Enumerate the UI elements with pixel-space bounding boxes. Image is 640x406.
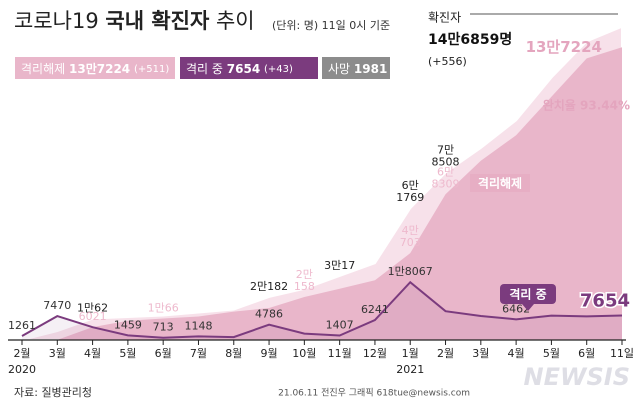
value-label: 1459 bbox=[114, 318, 142, 331]
x-tick-label: 6월 bbox=[155, 347, 172, 360]
value-label: 1만66 bbox=[148, 302, 179, 315]
summary-text: 격리해제 13만7224 (+511) bbox=[21, 61, 169, 76]
x-tick-label: 4월 bbox=[508, 347, 525, 360]
summary-text: 격리 중 7654 (+43) bbox=[186, 62, 293, 76]
x-tick-label: 5월 bbox=[119, 347, 136, 360]
confirmed-change: (+556) bbox=[428, 55, 467, 68]
value-label: 1261 bbox=[8, 319, 36, 332]
summary-change: (+43) bbox=[264, 64, 293, 75]
title-part: 코로나19 bbox=[14, 9, 99, 33]
x-tick-label: 2월 bbox=[13, 347, 30, 360]
value-label: 13만7224 bbox=[526, 38, 602, 56]
value-label: 4786 bbox=[255, 308, 283, 321]
summary-name: 사망 bbox=[328, 62, 350, 76]
released-area bbox=[22, 47, 622, 341]
value-label: 7470 bbox=[43, 299, 71, 312]
credit: 21.06.11 전진우 그래픽 618tue@newsis.com bbox=[278, 388, 470, 399]
value-label: 7654 bbox=[580, 291, 630, 312]
value-label: 6241 bbox=[361, 303, 389, 316]
summary-total: 13만7224 bbox=[69, 61, 130, 76]
value-label: 6021 bbox=[79, 310, 107, 323]
x-tick-label: 4월 bbox=[84, 347, 101, 360]
series-tag-pointer bbox=[522, 304, 534, 311]
x-tick-label: 3월 bbox=[472, 347, 489, 360]
value-label: 713 bbox=[153, 321, 174, 334]
x-tick-label: 11일 bbox=[610, 346, 634, 360]
value-label: 1148 bbox=[184, 319, 212, 332]
title-part: 국내 확진자 bbox=[105, 9, 210, 33]
x-tick-label: 2월 bbox=[437, 347, 454, 360]
summary-total: 7654 bbox=[227, 62, 260, 76]
x-tick-label: 12월 bbox=[363, 347, 387, 360]
title-part: 추이 bbox=[216, 9, 255, 33]
series-tag: 격리 중 bbox=[509, 287, 546, 302]
source: 자료: 질병관리청 bbox=[14, 386, 92, 399]
series-tag-bg bbox=[500, 284, 556, 304]
watermark: NEWSIS bbox=[524, 363, 630, 391]
isolating-line bbox=[21, 280, 623, 339]
series-tag: 격리해제 bbox=[478, 176, 522, 191]
value-label: 2만182 bbox=[250, 280, 288, 293]
x-tick-label: 3월 bbox=[49, 347, 66, 360]
summary-box bbox=[180, 57, 318, 79]
value-label: 1407 bbox=[326, 318, 354, 331]
summary-change: (+511) bbox=[134, 64, 169, 75]
value-label: 6462 bbox=[502, 302, 530, 315]
summary-box bbox=[15, 57, 175, 79]
series-tag-bg bbox=[470, 174, 530, 192]
summary-name: 격리 중 bbox=[186, 62, 223, 76]
value-label: 1만62 bbox=[77, 302, 108, 315]
x-tick-label: 8월 bbox=[225, 347, 242, 360]
value-label: 7만 8508 bbox=[432, 144, 460, 169]
chart-title: 코로나19 국내 확진자 추이 bbox=[14, 9, 255, 33]
x-tick-label: 9월 bbox=[260, 347, 277, 360]
value-label: 3만17 bbox=[324, 259, 355, 272]
value-label: 6만 8309 bbox=[432, 165, 460, 190]
x-tick-label: 7월 bbox=[190, 347, 207, 360]
subtitle: (단위: 명) 11일 0시 기준 bbox=[272, 18, 390, 32]
isolating-fill bbox=[22, 282, 622, 340]
summary-name: 격리해제 bbox=[21, 62, 65, 76]
recovery-rate: 완치율 93.44% bbox=[543, 98, 630, 113]
x-tick-label: 10월 bbox=[292, 347, 316, 360]
value-label: 2만 158 bbox=[294, 268, 315, 293]
x-tick-label: 1월 bbox=[402, 347, 419, 360]
summary-text: 사망 1981 (+2) bbox=[328, 62, 414, 76]
summary-change: (+2) bbox=[391, 64, 414, 75]
summary-box bbox=[322, 57, 390, 79]
year-label: 2020 bbox=[8, 363, 36, 376]
x-tick-label: 5월 bbox=[543, 347, 560, 360]
value-label: 1만8067 bbox=[388, 265, 433, 278]
summary-total: 1981 bbox=[354, 62, 387, 76]
x-tick-label: 6월 bbox=[578, 347, 595, 360]
confirmed-total: 14만6859명 bbox=[428, 31, 512, 48]
year-label: 2021 bbox=[396, 363, 424, 376]
value-label: 4만 703 bbox=[400, 224, 421, 249]
x-tick-label: 11월 bbox=[328, 347, 352, 360]
value-label: 6만 1769 bbox=[396, 179, 424, 204]
confirmed-name: 확진자 bbox=[428, 11, 461, 25]
